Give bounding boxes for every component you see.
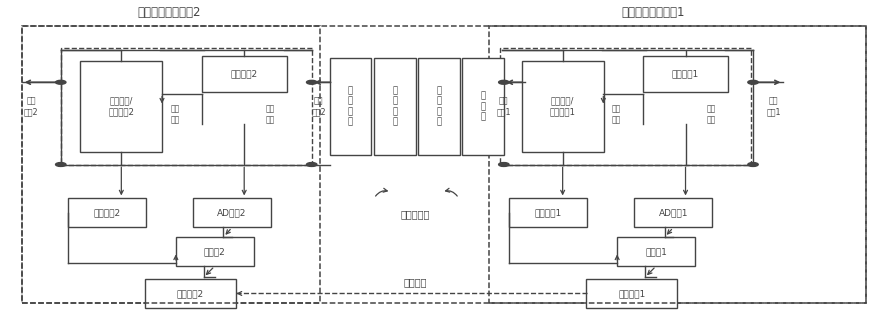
Text: 可变电容/
电感阵列2: 可变电容/ 电感阵列2	[109, 97, 134, 116]
Circle shape	[306, 80, 317, 84]
Circle shape	[499, 163, 509, 166]
Text: 输入
端口1: 输入 端口1	[766, 97, 781, 116]
Text: 输入
端口2: 输入 端口2	[312, 97, 326, 116]
Circle shape	[499, 80, 509, 84]
Text: AD采样1: AD采样1	[659, 208, 688, 217]
Text: 可变电容/
电感阵列1: 可变电容/ 电感阵列1	[549, 97, 576, 116]
FancyBboxPatch shape	[330, 58, 372, 155]
Circle shape	[748, 163, 758, 166]
Text: 接
收
线
圈: 接 收 线 圈	[392, 87, 397, 127]
FancyBboxPatch shape	[586, 279, 677, 308]
Text: 驱动电路1: 驱动电路1	[534, 208, 562, 217]
Text: 信息交互: 信息交互	[404, 277, 427, 287]
Text: 检测电路1: 检测电路1	[672, 70, 699, 79]
Text: 反射
电压: 反射 电压	[170, 105, 179, 124]
FancyBboxPatch shape	[522, 61, 604, 152]
Text: 磁耦合谐振: 磁耦合谐振	[401, 210, 430, 219]
FancyBboxPatch shape	[635, 198, 713, 227]
Text: 负
载
线
圈: 负 载 线 圈	[348, 87, 353, 127]
FancyBboxPatch shape	[374, 58, 416, 155]
FancyBboxPatch shape	[176, 237, 253, 266]
FancyBboxPatch shape	[643, 57, 728, 92]
Text: 发
射
线
圈: 发 射 线 圈	[436, 87, 442, 127]
FancyBboxPatch shape	[193, 198, 271, 227]
Text: 通信模块1: 通信模块1	[618, 289, 645, 298]
Text: 入射
电压: 入射 电压	[266, 105, 275, 124]
FancyBboxPatch shape	[145, 279, 236, 308]
Text: 单片机2: 单片机2	[204, 247, 226, 256]
Text: AD采样2: AD采样2	[217, 208, 246, 217]
FancyBboxPatch shape	[509, 198, 587, 227]
Text: 源
线
圈: 源 线 圈	[480, 91, 486, 121]
Text: 反射
电压: 反射 电压	[612, 105, 621, 124]
Text: 自动阻抗匹配电路1: 自动阻抗匹配电路1	[622, 7, 685, 19]
FancyBboxPatch shape	[463, 58, 504, 155]
Circle shape	[748, 80, 758, 84]
Text: 自动阻抗匹配电路2: 自动阻抗匹配电路2	[137, 7, 200, 19]
Text: 通信模块2: 通信模块2	[177, 289, 204, 298]
Text: 输出
端口1: 输出 端口1	[496, 97, 511, 116]
Circle shape	[56, 80, 66, 84]
Text: 入射
电压: 入射 电压	[707, 105, 716, 124]
Circle shape	[306, 163, 317, 166]
FancyBboxPatch shape	[80, 61, 162, 152]
Text: 检测电路2: 检测电路2	[230, 70, 258, 79]
FancyBboxPatch shape	[202, 57, 287, 92]
FancyBboxPatch shape	[617, 237, 695, 266]
Text: 驱动电路2: 驱动电路2	[93, 208, 120, 217]
Text: 输出
端口2: 输出 端口2	[24, 97, 39, 116]
FancyBboxPatch shape	[419, 58, 460, 155]
FancyBboxPatch shape	[68, 198, 146, 227]
Text: 单片机1: 单片机1	[645, 247, 667, 256]
Circle shape	[56, 163, 66, 166]
